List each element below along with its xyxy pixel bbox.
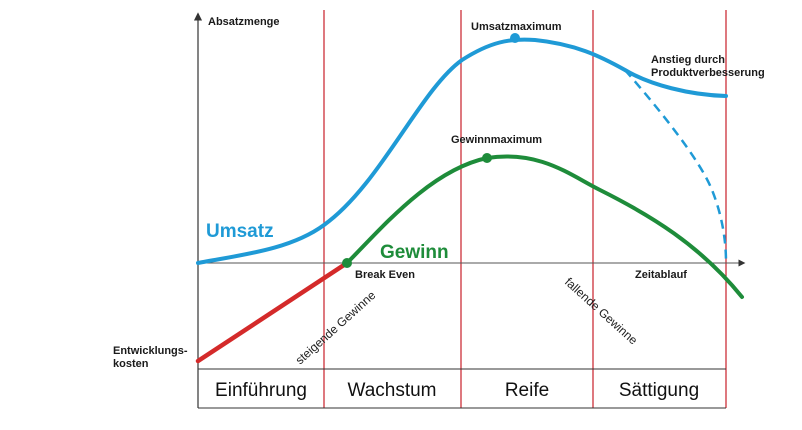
break-even-point [342, 258, 352, 268]
steigende-gewinne-label: steigende Gewinne [293, 288, 379, 367]
phase-einfuehrung: Einführung [215, 380, 307, 401]
entwicklung-label-line2: kosten [113, 358, 149, 370]
phase-saettigung: Sättigung [619, 380, 699, 401]
entwicklung-label-line1: Entwicklungs- [113, 345, 188, 357]
gewinnmaximum-label: Gewinnmaximum [451, 134, 542, 146]
entwicklungskosten-line [195, 260, 350, 364]
x-axis-label: Zeitablauf [635, 269, 687, 281]
phase-reife: Reife [505, 380, 549, 401]
umsatz-decline-dashed [624, 69, 728, 263]
umsatzmaximum-point [510, 33, 520, 43]
umsatz-label: Umsatz [206, 221, 274, 242]
fallende-gewinne-label: fallende Gewinne [562, 275, 641, 348]
gewinn-curve [345, 154, 744, 299]
y-axis-label: Absatzmenge [208, 16, 280, 28]
anstieg-label-line1: Anstieg durch [651, 54, 725, 66]
umsatzmaximum-label: Umsatzmaximum [471, 21, 562, 33]
phase-boundaries [323, 10, 727, 408]
anstieg-label-line2: Produktverbesserung [651, 67, 765, 79]
phase-wachstum: Wachstum [347, 380, 436, 401]
phase-table [198, 368, 726, 409]
gewinnmaximum-point [482, 153, 492, 163]
break-even-label: Break Even [355, 269, 415, 281]
umsatz-curve [196, 37, 728, 265]
gewinn-label: Gewinn [380, 242, 449, 263]
